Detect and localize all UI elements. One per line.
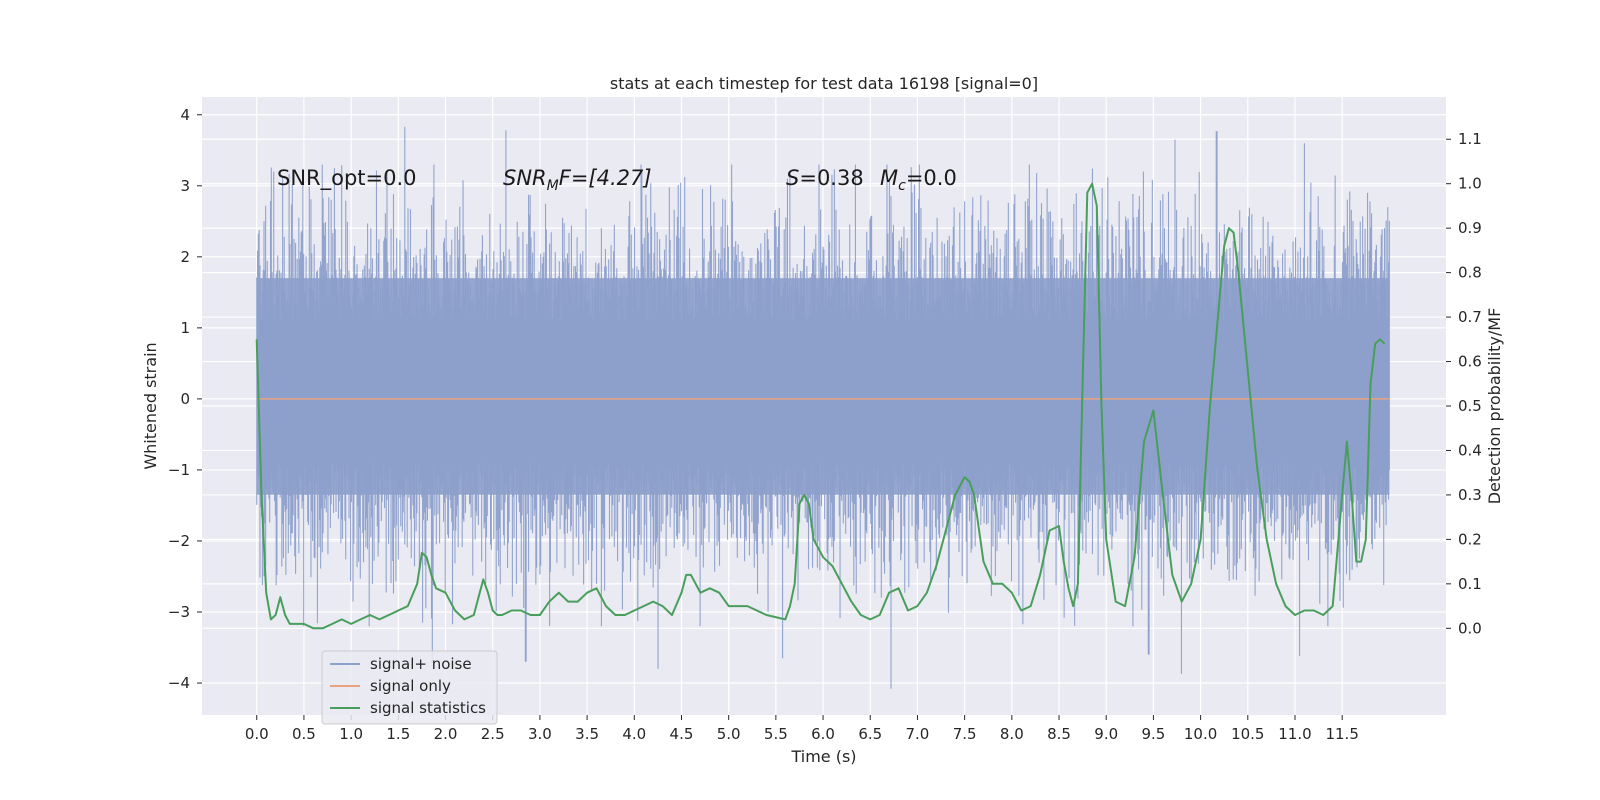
x-tick-label: 3.5 [575,725,599,743]
x-tick-label: 2.0 [434,725,458,743]
y-left-tick-label: 2 [180,248,190,266]
snr-mf-sub: M [547,178,559,194]
x-tick-label: 5.5 [764,725,788,743]
y-right-axis-label: Detection probability/MF [1485,308,1504,505]
x-tick-label: 10.0 [1184,725,1217,743]
x-tick-label: 0.5 [292,725,316,743]
x-tick-label: 11.5 [1325,725,1358,743]
y-right-tick-labels: 0.0 0.1 0.2 0.3 0.4 0.5 0.6 0.7 0.8 0.9 1.0 1.1 [1446,130,1482,637]
noise-series [256,126,1390,689]
x-tick-label: 7.5 [953,725,977,743]
x-tick-label: 3.0 [528,725,552,743]
x-tick-label: 9.0 [1094,725,1118,743]
statistics-series [255,182,1386,630]
x-tick-label: 11.0 [1278,725,1311,743]
y-right-tick-label: 1.0 [1458,175,1482,193]
snr-mf-var: SNR [503,166,547,190]
y-right-tick-label: 0.0 [1458,619,1482,637]
x-tick-label: 5.0 [717,725,741,743]
x-tick-label: 10.5 [1231,725,1264,743]
y-right-tick-label: 0.9 [1458,219,1482,237]
mc-value: =0.0 [906,166,957,190]
x-tick-label: 7.0 [906,725,930,743]
y-right-tick-label: 0.7 [1458,308,1482,326]
y-left-axis-label: Whitened strain [141,342,160,469]
y-right-tick-label: 1.1 [1458,130,1482,148]
y-right-tick-label: 0.8 [1458,264,1482,282]
y-right-tick-label: 0.1 [1458,575,1482,593]
legend-label-signal: signal only [370,677,451,695]
y-left-tick-label: −3 [168,603,190,621]
mc-var: M [880,166,898,190]
legend-box [321,650,498,725]
y-left-tick-label: −4 [168,674,190,692]
noise-core-band [256,278,1390,495]
x-tick-label: 4.5 [670,725,694,743]
x-tick-label: 4.0 [622,725,646,743]
annotation-s: S=0.38 [786,166,864,190]
s-value: =0.38 [799,166,863,190]
x-tick-label: 9.5 [1141,725,1165,743]
y-left-tick-label: −1 [168,461,190,479]
y-right-tick-label: 0.5 [1458,397,1482,415]
x-tick-labels: 0.0 0.5 1.0 1.5 2.0 2.5 3.0 3.5 4.0 4.5 5.0 5.5 6.0 6… [245,715,1359,743]
y-left-tick-label: 3 [180,177,190,195]
x-tick-label: 0.0 [245,725,269,743]
chart-title: stats at each timestep for test data 161… [610,74,1038,93]
y-right-tick-label: 0.6 [1458,353,1482,371]
x-tick-label: 1.0 [339,725,363,743]
legend-label-noise: signal+ noise [370,655,472,673]
s-var: S [786,166,799,190]
y-left-tick-label: 0 [180,390,190,408]
y-left-tick-label: 1 [180,319,190,337]
statistics-line [255,182,1386,630]
y-left-tick-labels: −4 −3 −2 −1 0 1 2 3 4 [168,106,202,692]
x-tick-label: 6.0 [811,725,835,743]
snr-mf-rest: F=[4.27] [559,166,652,190]
y-right-tick-label: 0.3 [1458,486,1482,504]
legend-label-stats: signal statistics [370,699,486,717]
x-axis-label: Time (s) [790,747,856,766]
x-tick-label: 2.5 [481,725,505,743]
legend: signal+ noise signal only signal statist… [321,650,498,725]
annotation-mc: Mc=0.0 [880,166,957,194]
y-right-tick-label: 0.4 [1458,441,1482,459]
y-left-tick-label: −2 [168,532,190,550]
x-tick-label: 6.5 [858,725,882,743]
mc-sub: c [898,178,906,194]
annotation-snr-opt: SNR_opt=0.0 [277,166,417,191]
x-tick-label: 8.0 [1000,725,1024,743]
y-right-tick-label: 0.2 [1458,530,1482,548]
x-tick-label: 8.5 [1047,725,1071,743]
x-tick-label: 1.5 [386,725,410,743]
y-left-tick-label: 4 [180,106,190,124]
annotation-snr-mf: SNRMF=[4.27] [503,166,652,194]
